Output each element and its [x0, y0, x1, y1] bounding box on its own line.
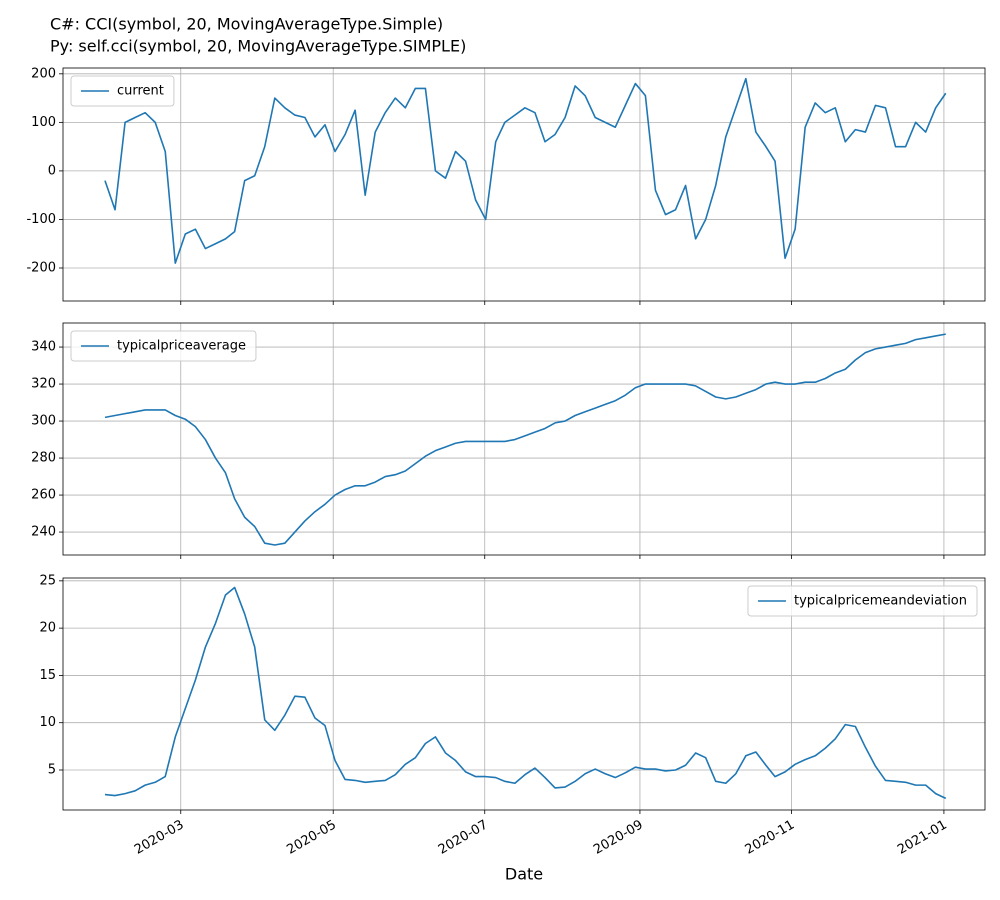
x-tick-label: 2021-01	[895, 818, 950, 858]
legend-box	[747, 585, 978, 617]
legend-label: current	[117, 84, 164, 99]
x-axis-label: Date	[505, 865, 543, 884]
y-tick-label: 0	[48, 163, 56, 178]
x-tick-label: 2020-05	[284, 818, 339, 858]
y-tick-label: 200	[31, 66, 56, 81]
x-tick-label: 2020-03	[132, 818, 187, 858]
y-tick-label: 260	[31, 488, 56, 503]
data-line	[104, 77, 947, 264]
data-line	[104, 586, 947, 800]
y-tick-label: 100	[31, 115, 56, 130]
y-tick-label: 280	[31, 451, 56, 466]
plot-frame	[62, 67, 986, 302]
y-tick-label: 340	[31, 340, 56, 355]
chart-title: C#: CCI(symbol, 20, MovingAverageType.Si…	[50, 15, 443, 34]
y-tick-label: -100	[26, 212, 56, 227]
x-tick-label: 2020-09	[591, 818, 646, 858]
y-tick-label: -200	[26, 260, 56, 275]
y-tick-label: 240	[31, 525, 56, 540]
y-tick-label: 25	[39, 573, 56, 588]
y-tick-label: 320	[31, 377, 56, 392]
legend-box	[70, 75, 175, 107]
legend-label: typicalpriceaverage	[117, 339, 246, 354]
y-tick-label: 10	[39, 715, 56, 730]
legend-label: typicalpricemeandeviation	[794, 594, 967, 609]
y-tick-label: 300	[31, 414, 56, 429]
y-tick-label: 15	[39, 668, 56, 683]
chart-subtitle: Py: self.cci(symbol, 20, MovingAverageTy…	[50, 37, 466, 56]
data-line	[104, 333, 946, 546]
y-tick-label: 20	[39, 621, 56, 636]
x-tick-label: 2020-11	[743, 818, 798, 858]
plot-frame	[62, 577, 986, 811]
legend-box	[70, 330, 257, 362]
y-tick-label: 5	[48, 762, 56, 777]
plot-frame	[62, 322, 986, 556]
x-tick-label: 2020-07	[436, 818, 491, 858]
